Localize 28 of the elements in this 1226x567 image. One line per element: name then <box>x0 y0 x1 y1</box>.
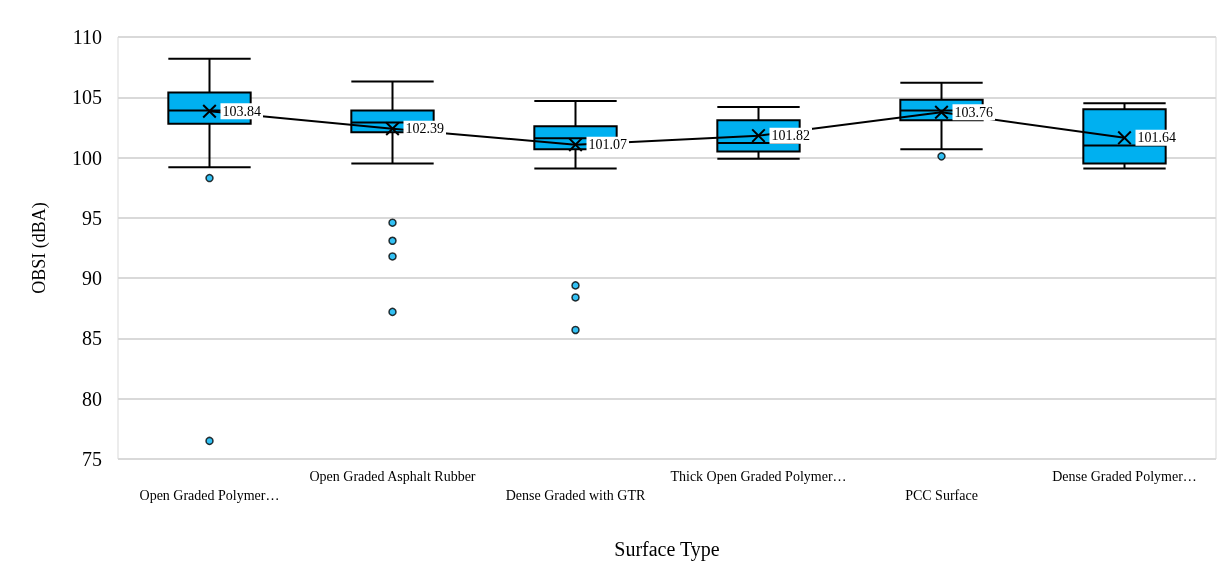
y-tick-label: 80 <box>82 387 102 410</box>
point <box>202 104 217 119</box>
y-tick-label: 110 <box>72 26 102 48</box>
point <box>385 121 400 136</box>
data-label: 101.64 <box>1137 130 1176 146</box>
point <box>934 105 949 120</box>
y-axis-title: OBSI (dBA) <box>29 202 50 294</box>
data-label: 102.39 <box>405 121 444 137</box>
data-label: 103.76 <box>954 104 993 120</box>
point <box>1117 130 1132 145</box>
data-label: 101.82 <box>771 128 810 144</box>
x-tick-label: PCC Surface <box>905 488 978 503</box>
x-axis-title: Surface Type <box>614 538 720 561</box>
x-tick-label: Thick Open Graded Polymer… <box>670 469 847 484</box>
data-label: 103.84 <box>222 103 261 119</box>
y-tick-label: 90 <box>82 267 102 290</box>
y-tick-label: 100 <box>72 146 102 169</box>
y-tick-label: 105 <box>72 86 102 109</box>
point <box>568 137 583 152</box>
x-tick-label: Open Graded Asphalt Rubber <box>309 469 476 484</box>
y-tick-label: 75 <box>82 448 102 470</box>
y-tick-label: 85 <box>82 327 102 350</box>
point <box>751 128 766 143</box>
data-label: 101.07 <box>588 137 627 153</box>
x-tick-label: Dense Graded with GTR <box>505 488 646 503</box>
x-tick-label: Dense Graded Polymer… <box>1052 469 1197 484</box>
x-tick-label: Open Graded Polymer… <box>139 488 280 503</box>
y-tick-label: 95 <box>82 206 102 229</box>
